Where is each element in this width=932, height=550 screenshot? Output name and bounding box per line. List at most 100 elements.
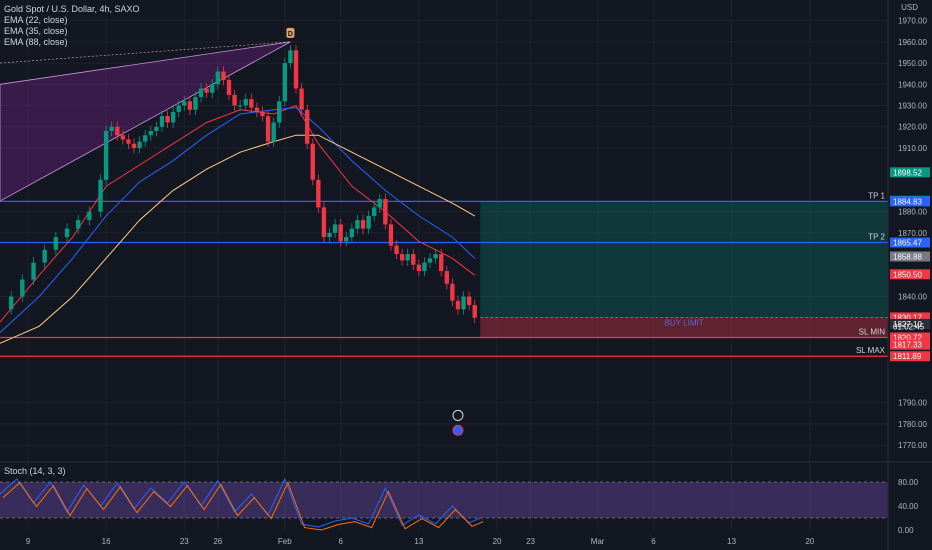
x-tick-label: 6 xyxy=(651,537,656,546)
candle-body xyxy=(411,254,416,265)
candle-body xyxy=(466,296,472,306)
candle-body xyxy=(383,198,388,225)
x-tick-label: 20 xyxy=(493,537,502,546)
candle-body xyxy=(109,126,114,131)
level-label: SL MAX xyxy=(856,346,886,355)
candle-body xyxy=(143,135,148,142)
price-tag-text: 1850.50 xyxy=(893,270,922,279)
x-tick-label: 23 xyxy=(526,537,535,546)
candle-body xyxy=(64,228,70,238)
candle-body xyxy=(176,105,181,112)
stoch-tick-label: 80.00 xyxy=(898,478,919,487)
ema-line xyxy=(0,134,475,344)
candle-body xyxy=(260,111,265,117)
price-tick-label: 1790.00 xyxy=(898,399,927,408)
x-tick-label: Feb xyxy=(278,537,292,546)
price-tick-label: 1930.00 xyxy=(898,102,927,111)
candle-body xyxy=(131,143,137,148)
position-stop-zone xyxy=(480,317,888,338)
x-tick-label: 6 xyxy=(338,537,343,546)
candle-body xyxy=(288,50,293,64)
candle-body xyxy=(377,198,382,208)
candle-body xyxy=(338,224,343,242)
candle-body xyxy=(293,50,299,89)
price-tag xyxy=(890,237,930,248)
stoch-legend[interactable]: Stoch (14, 3, 3) xyxy=(4,466,66,476)
candle-body xyxy=(31,262,36,280)
x-tick-label: 9 xyxy=(26,537,31,546)
stoch-k-line xyxy=(0,477,481,528)
candle-body xyxy=(221,71,226,81)
legend-ema-88[interactable]: EMA (88, close) xyxy=(4,37,68,47)
candle-body xyxy=(103,130,109,180)
candle-body xyxy=(115,126,120,136)
candle-body xyxy=(198,88,204,98)
stoch-tick-label: 40.00 xyxy=(898,502,919,511)
candle-body xyxy=(321,207,327,238)
candle-body xyxy=(98,179,103,212)
candle-body xyxy=(210,84,215,93)
legend-ema-22[interactable]: EMA (22, close) xyxy=(4,15,68,25)
price-tick-label: 1950.00 xyxy=(898,59,927,68)
candle-body xyxy=(427,258,433,263)
x-tick-label: 20 xyxy=(805,537,814,546)
candle-body xyxy=(399,254,405,261)
candle-body xyxy=(154,126,159,131)
level-label: TP 1 xyxy=(868,191,885,200)
candle-body xyxy=(193,97,198,110)
price-tick-label: 1910.00 xyxy=(898,144,927,153)
candle-body xyxy=(53,237,59,250)
wedge-pattern xyxy=(0,41,291,202)
price-tag xyxy=(890,196,930,207)
candle-body xyxy=(422,262,427,272)
candle-body xyxy=(444,271,449,284)
price-tag xyxy=(890,251,930,262)
price-tick-label: 1880.00 xyxy=(898,208,927,217)
candle-body xyxy=(327,232,332,238)
x-tick-label: Mar xyxy=(591,537,605,546)
candle-body xyxy=(394,245,399,255)
x-tick-label: 13 xyxy=(727,537,736,546)
candle-body xyxy=(472,305,477,318)
candle-body xyxy=(159,116,165,127)
stoch-d-line xyxy=(2,481,484,531)
candle-body xyxy=(332,224,338,233)
candle-body xyxy=(355,220,360,229)
candle-body xyxy=(450,283,455,301)
candle-body xyxy=(433,254,438,259)
candle-body xyxy=(148,130,153,136)
candle-body xyxy=(232,94,237,106)
price-tick-label: 1780.00 xyxy=(898,420,927,429)
price-tick-label: 1770.00 xyxy=(898,441,927,450)
wedge-trend-line xyxy=(0,41,291,64)
price-tag-text: 1898.52 xyxy=(893,168,922,177)
candle-body xyxy=(237,105,243,107)
candle-body xyxy=(371,207,377,216)
price-tag-text: 1865.47 xyxy=(893,238,922,247)
candle-body xyxy=(304,109,310,144)
candle-body xyxy=(42,249,47,263)
candle-body xyxy=(20,279,25,297)
stoch-band xyxy=(0,482,888,518)
countdown-text: 01:02:45 xyxy=(893,322,925,331)
price-tag xyxy=(890,318,930,329)
x-tick-label: 13 xyxy=(414,537,423,546)
price-tag xyxy=(890,339,930,350)
legend-ema-35[interactable]: EMA (35, close) xyxy=(4,26,68,36)
candle-body xyxy=(215,71,221,85)
candle-body xyxy=(126,139,131,144)
candle-body xyxy=(366,215,371,229)
candle-body xyxy=(137,141,142,148)
candle-body xyxy=(87,211,92,221)
price-tag-text: 1820.72 xyxy=(893,333,922,342)
candle-body xyxy=(265,116,271,142)
candle-body xyxy=(226,80,232,95)
candle-body xyxy=(388,224,394,246)
chart-legend: Gold Spot / U.S. Dollar, 4h, SAXO EMA (2… xyxy=(4,4,140,48)
candle-body xyxy=(204,88,209,93)
level-label: SL MIN xyxy=(859,327,886,336)
candle-body xyxy=(405,254,410,261)
x-tick-label: 23 xyxy=(180,537,189,546)
price-tag xyxy=(890,351,930,362)
